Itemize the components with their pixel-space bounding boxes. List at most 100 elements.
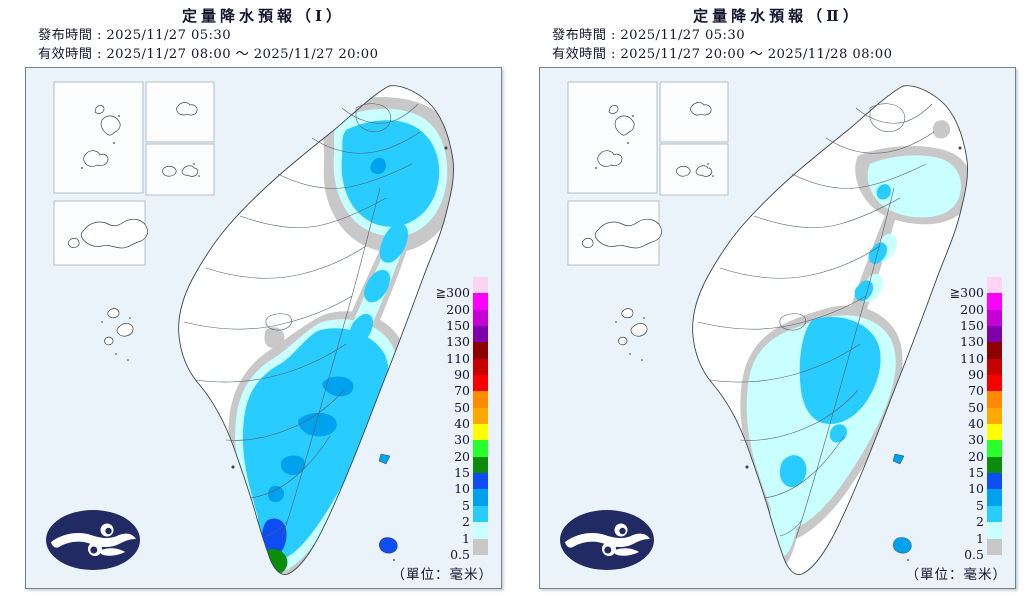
rainfall-legend: ≧300 200 150 130 110 90 70 50 40 30 20 15 10 5 2 1 0.5 — [436, 277, 488, 561]
legend-level-label: 30 — [454, 432, 470, 448]
legend-level-label: 20 — [454, 448, 470, 464]
panel-title: 定量降水預報（Ⅱ） — [693, 7, 862, 25]
precipitation-layer-1 — [228, 97, 454, 575]
taiwan-map-2 — [567, 81, 969, 576]
legend-level-row: 40 — [950, 407, 1002, 430]
legend-level-row: 110 — [436, 342, 488, 364]
legend-level-row: ≧300 — [436, 277, 488, 299]
legend-color-swatch — [987, 293, 1002, 310]
legend-color-swatch — [473, 473, 488, 490]
legend-level-row: 1 — [950, 522, 1002, 544]
legend-color-swatch — [473, 505, 488, 523]
legend-color-swatch — [473, 391, 488, 408]
cwa-logo-icon — [46, 510, 140, 570]
legend-level-row: 10 — [436, 473, 488, 495]
legend-color-swatch — [473, 489, 488, 506]
legend-level-label: 150 — [446, 318, 470, 334]
legend-level-label: 50 — [968, 399, 984, 415]
legend-color-swatch — [987, 309, 1002, 327]
legend-level-row: 90 — [436, 358, 488, 381]
valid-time: 有效時間 : 2025/11/27 20:00 ～ 2025/11/28 08:… — [552, 47, 893, 62]
legend-level-row: 20 — [950, 440, 1002, 463]
legend-color-swatch — [987, 358, 1002, 376]
forecast-panel-1: 定量降水預報（Ⅰ） 發布時間 : 2025/11/27 05:30 有效時間 :… — [25, 0, 502, 589]
issued-time: 發布時間 : 2025/11/27 05:30 — [552, 28, 745, 43]
legend-level-row: 200 — [950, 293, 1002, 315]
legend-level-label: 15 — [968, 465, 984, 481]
legend-level-label: 2 — [462, 514, 470, 530]
legend-color-swatch — [987, 407, 1002, 425]
legend-color-swatch — [987, 391, 1002, 408]
legend-level-row: 150 — [950, 309, 1002, 332]
legend-color-swatch — [987, 440, 1002, 457]
legend-color-swatch — [473, 375, 488, 392]
legend-level-row: 5 — [950, 489, 1002, 512]
orchid-island — [893, 537, 912, 554]
legend-level-label: 30 — [968, 432, 984, 448]
taiwan-map-1 — [53, 81, 455, 576]
rainfall-legend: ≧300 200 150 130 110 90 70 50 40 30 20 15 10 5 2 1 0.5 — [950, 277, 1002, 561]
legend-level-label: 50 — [454, 399, 470, 415]
legend-level-label: 40 — [968, 416, 984, 432]
map-panel-2: ≧300 200 150 130 110 90 70 50 40 30 20 15 10 5 2 1 0.5 （… — [539, 67, 1016, 589]
legend-level-row: 110 — [950, 342, 1002, 364]
legend-level-label: ≧300 — [949, 285, 984, 301]
legend-color-swatch — [473, 456, 488, 474]
legend-level-row: ≧300 — [950, 277, 1002, 299]
legend-color-swatch — [987, 456, 1002, 474]
legend-level-label: 70 — [968, 383, 984, 399]
legend-level-label: 1 — [976, 530, 984, 546]
legend-level-label: 1 — [462, 530, 470, 546]
forecast-panel-2: 定量降水預報（Ⅱ） 發布時間 : 2025/11/27 05:30 有效時間 :… — [539, 0, 1016, 589]
legend-level-label: 110 — [960, 350, 984, 366]
legend-level-row: 20 — [436, 440, 488, 463]
legend-color-swatch — [473, 358, 488, 376]
legend-level-label: 90 — [454, 367, 470, 383]
legend-level-row: 70 — [436, 375, 488, 397]
legend-color-swatch — [987, 522, 1002, 539]
legend-level-label: 10 — [968, 481, 984, 497]
legend-level-label: 15 — [454, 465, 470, 481]
legend-color-swatch — [473, 326, 488, 343]
legend-level-label: 200 — [446, 301, 470, 317]
legend-level-label: 130 — [960, 334, 984, 350]
legend-level-row: 130 — [950, 326, 1002, 348]
legend-color-swatch — [987, 489, 1002, 506]
legend-level-row: 150 — [436, 309, 488, 332]
legend-color-swatch — [473, 538, 488, 555]
cwa-logo-icon — [560, 510, 654, 570]
legend-level-row: 2 — [950, 505, 1002, 528]
legend-color-swatch — [473, 293, 488, 310]
valid-time: 有效時間 : 2025/11/27 08:00 ～ 2025/11/27 20:… — [38, 47, 379, 62]
legend-color-swatch — [473, 277, 488, 294]
precipitation-layer-2 — [740, 120, 968, 568]
panel-title: 定量降水預報（Ⅰ） — [181, 7, 346, 25]
legend-level-row: 50 — [436, 391, 488, 414]
legend-level-label: 10 — [454, 481, 470, 497]
legend-level-row: 130 — [436, 326, 488, 348]
legend-color-swatch — [987, 375, 1002, 392]
legend-color-swatch — [987, 326, 1002, 343]
legend-level-label: 0.5 — [450, 546, 470, 562]
legend-color-swatch — [473, 522, 488, 539]
legend-level-row: 30 — [436, 424, 488, 446]
legend-level-label: 130 — [446, 334, 470, 350]
legend-level-row: 0.5 — [436, 538, 488, 561]
legend-level-row: 40 — [436, 407, 488, 430]
legend-level-label: 90 — [968, 367, 984, 383]
legend-color-swatch — [987, 342, 1002, 359]
legend-color-swatch — [987, 424, 1002, 441]
legend-color-swatch — [473, 424, 488, 441]
legend-level-row: 90 — [950, 358, 1002, 381]
legend-color-swatch — [987, 277, 1002, 294]
legend-level-label: ≧300 — [435, 285, 470, 301]
legend-color-swatch — [987, 538, 1002, 555]
legend-level-row: 0.5 — [950, 538, 1002, 561]
legend-level-row: 1 — [436, 522, 488, 544]
legend-level-row: 50 — [950, 391, 1002, 414]
issued-time: 發布時間 : 2025/11/27 05:30 — [38, 28, 231, 43]
orchid-island — [379, 537, 398, 554]
legend-color-swatch — [473, 309, 488, 327]
legend-level-row: 2 — [436, 505, 488, 528]
legend-level-label: 5 — [462, 497, 470, 513]
